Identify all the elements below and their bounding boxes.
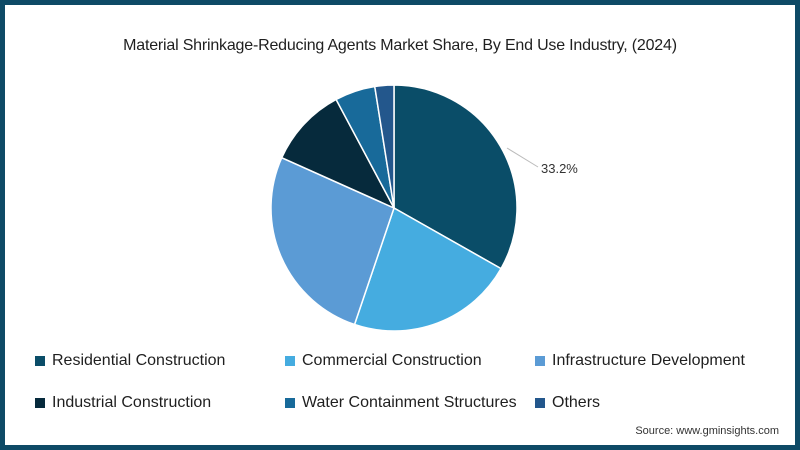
legend-item-infrastructure: Infrastructure Development bbox=[535, 352, 745, 370]
pie-slice-others bbox=[373, 84, 395, 209]
legend-item-industrial: Industrial Construction bbox=[35, 394, 211, 412]
legend-swatch-icon bbox=[285, 356, 295, 366]
legend-swatch-icon bbox=[535, 398, 545, 408]
legend-label: Industrial Construction bbox=[52, 394, 212, 411]
slice-label-residential: 33.2% bbox=[541, 161, 578, 176]
legend-label: Water Containment Structures bbox=[302, 394, 517, 411]
legend-swatch-icon bbox=[35, 398, 45, 408]
pie-slice-residential-construction bbox=[393, 84, 518, 270]
legend-item-commercial: Commercial Construction bbox=[285, 352, 482, 370]
pie-chart: 33.2% bbox=[5, 5, 795, 445]
legend-item-water-containment: Water Containment Structures bbox=[285, 394, 517, 412]
legend-label: Residential Construction bbox=[52, 352, 226, 369]
legend-swatch-icon bbox=[535, 356, 545, 366]
legend-row-1: Residential Construction Commercial Cons… bbox=[35, 348, 775, 390]
chart-frame: Material Shrinkage-Reducing Agents Marke… bbox=[5, 5, 795, 445]
legend-label: Commercial Construction bbox=[302, 352, 482, 369]
legend-item-residential: Residential Construction bbox=[35, 352, 225, 370]
source-note: Source: www.gminsights.com bbox=[635, 425, 779, 437]
pie-slice-industrial-construction bbox=[280, 98, 396, 210]
pie-slice-infrastructure-development bbox=[270, 156, 395, 326]
legend-swatch-icon bbox=[285, 398, 295, 408]
legend-item-others: Others bbox=[535, 394, 600, 412]
legend-row-2: Industrial Construction Water Containmen… bbox=[35, 390, 775, 432]
chart-title: Material Shrinkage-Reducing Agents Marke… bbox=[123, 37, 677, 54]
legend-label: Others bbox=[552, 394, 601, 411]
legend-label: Infrastructure Development bbox=[552, 352, 745, 369]
pie-slice-commercial-construction bbox=[353, 206, 503, 332]
label-leader-line bbox=[506, 147, 539, 168]
legend-swatch-icon bbox=[35, 356, 45, 366]
legend: Residential Construction Commercial Cons… bbox=[35, 348, 775, 432]
pie-svg: 33.2% bbox=[270, 84, 578, 332]
